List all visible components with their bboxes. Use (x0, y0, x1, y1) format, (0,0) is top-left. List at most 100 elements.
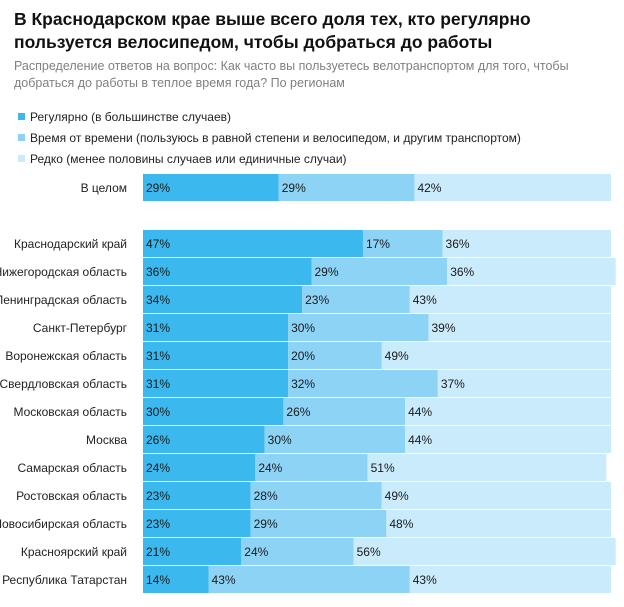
bar-segment-rarely (442, 230, 611, 257)
data-label-regular: 30% (146, 405, 170, 419)
data-label-sometimes: 24% (258, 461, 282, 475)
bar-segment-rarely (353, 538, 616, 565)
bar-segment-rarely (386, 510, 611, 537)
bar-segment-sometimes (255, 454, 368, 481)
data-label-rarely: 56% (357, 545, 381, 559)
data-label-regular: 31% (146, 321, 170, 335)
data-label-sometimes: 17% (366, 237, 390, 251)
bar-segment-regular (143, 482, 251, 509)
bar-segment-regular (143, 566, 209, 593)
bar-segment-regular (143, 398, 284, 425)
bar-segment-rarely (414, 174, 611, 201)
bar-segment-regular (143, 454, 256, 481)
bar-segment-regular (143, 342, 289, 369)
category-label: Санкт-Петербург (33, 321, 128, 335)
bar-row-3: Ленинградская область 34% 23% 43% (0, 286, 611, 313)
legend-swatch-sometimes (18, 134, 25, 141)
bar-segment-regular (143, 510, 251, 537)
bar-segment-regular (143, 370, 289, 397)
bar-segment-sometimes (250, 510, 387, 537)
bar-segment-sometimes (288, 314, 429, 341)
bar-row-1: Краснодарский край 47% 17% 36% (14, 230, 611, 257)
data-label-sometimes: 24% (244, 545, 268, 559)
category-label: Новосибирская область (0, 517, 127, 531)
chart-title: В Краснодарском крае выше всего доля тех… (14, 9, 531, 52)
data-label-sometimes: 29% (282, 181, 306, 195)
bar-row-4: Санкт-Петербург 31% 30% 39% (33, 314, 611, 341)
bar-segment-regular (143, 538, 242, 565)
category-label: Ростовская область (16, 489, 127, 503)
data-label-sometimes: 29% (314, 265, 338, 279)
data-label-rarely: 36% (450, 265, 474, 279)
bar-segment-sometimes (250, 482, 382, 509)
bar-segment-rarely (409, 286, 611, 313)
data-label-rarely: 49% (385, 489, 409, 503)
data-label-regular: 23% (146, 517, 170, 531)
bar-segment-sometimes (362, 230, 443, 257)
data-label-sometimes: 28% (254, 489, 278, 503)
category-label: Ленинградская область (0, 293, 127, 307)
data-label-regular: 34% (146, 293, 170, 307)
bar-row-11: Новосибирская область 23% 29% 48% (0, 510, 611, 537)
data-label-rarely: 49% (385, 349, 409, 363)
legend-swatch-rarely (18, 155, 25, 162)
bar-segment-sometimes (264, 426, 406, 453)
legend: Регулярно (в большинстве случаев) Время … (18, 106, 618, 169)
bar-segment-regular (143, 286, 303, 313)
data-label-rarely: 44% (408, 433, 432, 447)
data-label-rarely: 42% (417, 181, 441, 195)
data-label-regular: 31% (146, 377, 170, 391)
bar-segment-regular (143, 426, 265, 453)
bar-row-12: Красноярский край 21% 24% 56% (21, 538, 616, 565)
bar-segment-regular (143, 258, 312, 285)
data-label-sometimes: 23% (305, 293, 329, 307)
bar-row-13: Республика Татарстан 14% 43% 43% (2, 566, 611, 593)
data-label-rarely: 51% (371, 461, 395, 475)
data-label-sometimes: 29% (254, 517, 278, 531)
data-label-regular: 26% (146, 433, 170, 447)
category-label: В целом (81, 181, 127, 195)
bar-row-0: В целом 29% 29% 42% (81, 174, 611, 201)
chart-subtitle: Распределение ответов на вопрос: Как час… (14, 59, 569, 90)
category-label: Самарская область (17, 461, 127, 475)
data-label-regular: 29% (146, 181, 170, 195)
bar-segment-sometimes (311, 258, 448, 285)
data-label-rarely: 43% (413, 293, 437, 307)
data-label-rarely: 37% (441, 377, 465, 391)
category-label: Республика Татарстан (2, 573, 127, 587)
data-label-rarely: 43% (413, 573, 437, 587)
category-label: Свердловская область (0, 377, 127, 391)
bar-segment-rarely (437, 370, 611, 397)
data-label-regular: 23% (146, 489, 170, 503)
bar-segment-sometimes (278, 174, 415, 201)
category-label: Краснодарский край (14, 237, 127, 251)
data-label-regular: 21% (146, 545, 170, 559)
data-label-sometimes: 32% (291, 377, 315, 391)
bar-segment-sometimes (288, 342, 382, 369)
bar-segment-regular (143, 174, 279, 201)
data-label-regular: 24% (146, 461, 170, 475)
bar-segment-rarely (428, 314, 611, 341)
bar-segment-rarely (405, 398, 611, 425)
bar-segment-regular (143, 314, 289, 341)
category-label: Воронежская область (5, 349, 127, 363)
category-label: Московская область (13, 405, 127, 419)
data-label-sometimes: 43% (212, 573, 236, 587)
bar-row-8: Москва 26% 30% 44% (86, 426, 611, 453)
legend-swatch-regular (18, 113, 25, 120)
category-label: Нижегородская область (0, 265, 127, 279)
bar-segment-rarely (381, 482, 611, 509)
bar-segment-sometimes (302, 286, 410, 313)
bar-row-7: Московская область 30% 26% 44% (13, 398, 611, 425)
data-label-rarely: 36% (446, 237, 470, 251)
bar-row-10: Ростовская область 23% 28% 49% (16, 482, 611, 509)
data-label-sometimes: 30% (291, 321, 315, 335)
bar-segment-sometimes (208, 566, 410, 593)
data-label-sometimes: 20% (291, 349, 315, 363)
bar-segment-rarely (447, 258, 616, 285)
bar-segment-regular (143, 230, 363, 257)
bar-segment-rarely (367, 454, 607, 481)
legend-label-rarely: Редко (менее половины случаев или единич… (30, 151, 347, 166)
bar-row-6: Свердловская область 31% 32% 37% (0, 370, 611, 397)
